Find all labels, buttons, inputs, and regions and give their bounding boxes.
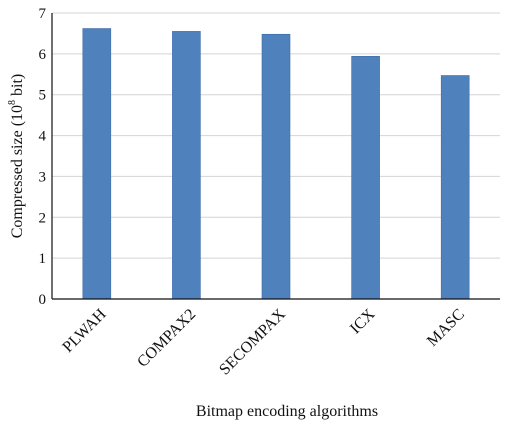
x-axis-title: Bitmap encoding algorithms bbox=[196, 403, 378, 420]
x-tick-label-icx: ICX bbox=[347, 305, 379, 337]
bar-icx bbox=[351, 56, 380, 300]
bar-compax2 bbox=[172, 31, 201, 300]
y-tick-label-1: 1 bbox=[39, 251, 47, 267]
y-axis-title-suffix: bit) bbox=[9, 74, 26, 100]
y-tick-label-3: 3 bbox=[39, 169, 47, 185]
y-tick-label-6: 6 bbox=[39, 47, 47, 63]
y-tick-label-0: 0 bbox=[39, 292, 47, 308]
y-axis-title: Compressed size (108 bit) bbox=[7, 74, 26, 239]
y-tick-label-4: 4 bbox=[39, 129, 47, 145]
bar-masc bbox=[440, 75, 470, 300]
x-tick-label-masc: MASC bbox=[424, 306, 468, 350]
y-axis-title-prefix: Compressed size (10 bbox=[9, 105, 26, 238]
y-tick-label-5: 5 bbox=[39, 88, 47, 104]
x-tick-label-plwah: PLWAH bbox=[59, 305, 109, 355]
y-axis-title-superscript: 8 bbox=[7, 100, 18, 105]
x-tick-label-secompax: SECOMPAX bbox=[216, 305, 289, 378]
y-tick-label-2: 2 bbox=[39, 210, 47, 226]
y-tick-labels: 0 1 2 3 4 5 6 7 bbox=[39, 6, 47, 308]
x-tick-labels: PLWAH COMPAX2 SECOMPAX ICX MASC bbox=[59, 305, 468, 378]
x-tick-label-compax2: COMPAX2 bbox=[134, 306, 199, 371]
bars bbox=[82, 28, 470, 300]
bar-secompax bbox=[261, 33, 291, 300]
y-tick-label-7: 7 bbox=[39, 6, 47, 22]
bar-plwah bbox=[82, 28, 112, 300]
